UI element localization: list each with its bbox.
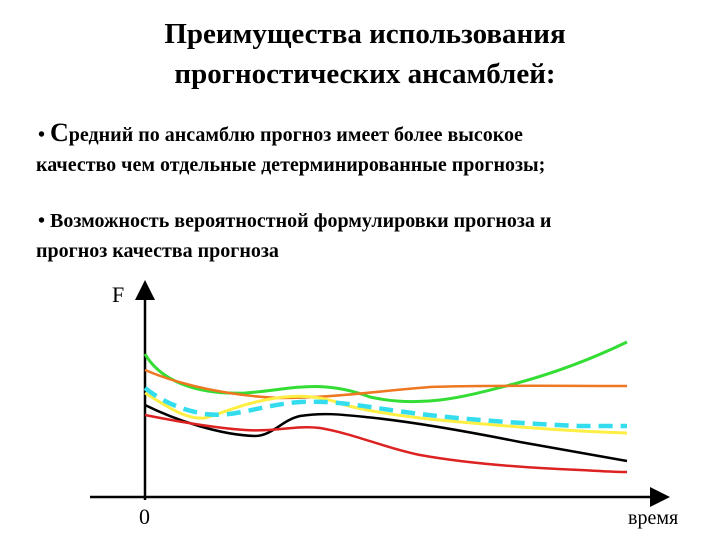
bullet-marker: •: [38, 210, 46, 232]
bullet-text-line-2: прогноз качества прогноза: [36, 240, 279, 262]
origin-label: 0: [139, 504, 150, 529]
bullet-marker: •: [38, 124, 46, 146]
bullet-text-line-2: качество чем отдельные детерминированные…: [36, 154, 546, 176]
slide-title: Преимущества использования прогностическ…: [0, 14, 720, 94]
curve-cyan-dashed: [143, 386, 627, 429]
curve-orange: [144, 368, 628, 400]
bullet-text-line-1: Возможность вероятностной формулировки п…: [45, 210, 552, 232]
x-axis-label: время: [628, 507, 678, 529]
bullet-ensemble-mean: • Средний по ансамблю прогноз имеет боле…: [36, 118, 678, 180]
curve-green: [143, 340, 628, 404]
bullet-text-line-1: редний по ансамблю прогноз имеет более в…: [68, 124, 523, 146]
curve-red: [144, 413, 628, 474]
bullet-first-letter: С: [50, 118, 69, 147]
bullet-probabilistic: • Возможность вероятностной формулировки…: [36, 206, 678, 266]
title-line-2: прогностических ансамблей:: [174, 58, 556, 90]
title-line-1: Преимущества использования: [164, 18, 566, 50]
curve-black: [144, 403, 628, 463]
y-axis-label: F: [112, 282, 124, 307]
